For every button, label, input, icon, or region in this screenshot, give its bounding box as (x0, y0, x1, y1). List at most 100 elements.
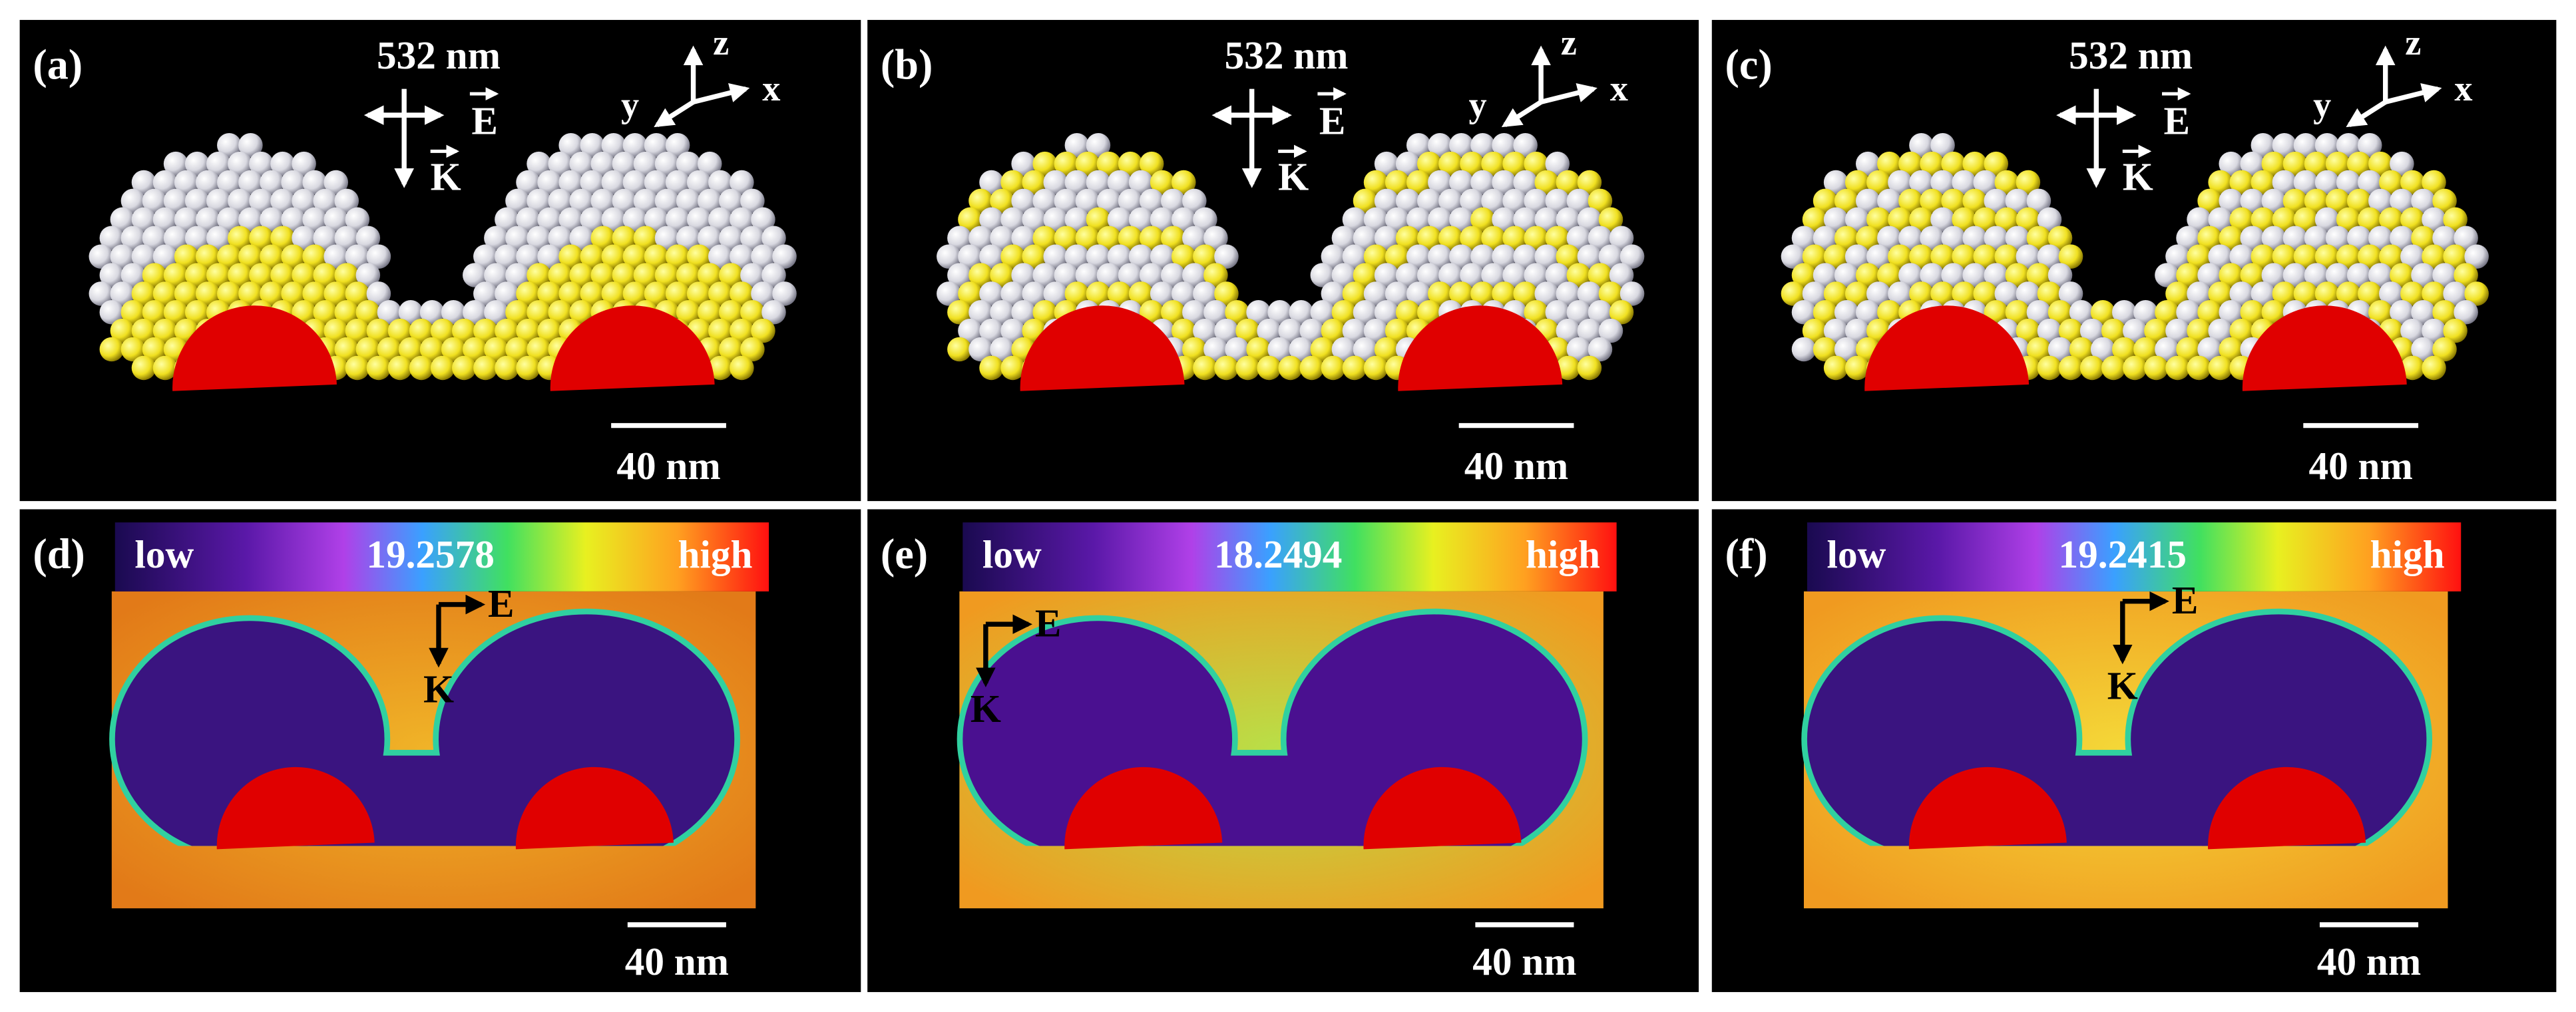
sphere (1172, 281, 1196, 306)
sphere (366, 318, 391, 343)
sphere (366, 244, 391, 269)
sphere (345, 318, 370, 343)
sphere (1619, 281, 1645, 306)
sphere (1791, 337, 1817, 362)
sphere (2357, 244, 2382, 269)
sphere (206, 151, 231, 176)
sphere (142, 263, 167, 287)
sphere (1844, 170, 1870, 195)
scale-bar-label: 40 nm (2317, 939, 2421, 983)
sphere (1395, 263, 1420, 287)
sphere (1160, 226, 1185, 250)
sphere (2016, 318, 2041, 343)
sphere (1984, 188, 2009, 214)
sphere (1257, 318, 1281, 343)
sphere (1460, 188, 1484, 214)
sphere (979, 281, 1004, 306)
sphere (1834, 226, 1859, 250)
sphere (1385, 207, 1410, 232)
sphere (1598, 244, 1623, 269)
sphere (2325, 263, 2350, 287)
sphere (355, 337, 381, 362)
sphere (558, 132, 583, 158)
sphere (676, 263, 701, 287)
sphere (1000, 281, 1025, 306)
sphere (1043, 207, 1068, 232)
sphere (1438, 188, 1463, 214)
sphere (719, 299, 744, 325)
sphere (1395, 226, 1420, 250)
sphere (2005, 299, 2030, 325)
sphere (730, 318, 754, 343)
sphere (1781, 281, 1806, 306)
colorbar-low-label: low (982, 532, 1042, 576)
sphere (1888, 170, 1912, 195)
sphere (1428, 207, 1452, 232)
axis-x-label: x (2454, 69, 2472, 108)
sphere (516, 170, 540, 195)
sphere (1930, 244, 1955, 269)
sphere (1428, 244, 1452, 269)
sphere (2304, 263, 2329, 287)
sphere (1214, 281, 1239, 306)
sphere (548, 151, 572, 176)
sphere (1342, 355, 1367, 381)
sphere (238, 132, 263, 158)
sphere (1438, 263, 1463, 287)
sphere (2026, 263, 2051, 287)
sphere (2325, 226, 2350, 250)
sphere (601, 132, 626, 158)
sphere (1107, 281, 1132, 306)
sphere (2400, 170, 2425, 195)
sphere (99, 299, 124, 325)
sphere (505, 337, 530, 362)
sphere (548, 188, 572, 214)
sphere (686, 207, 712, 232)
sphere (323, 170, 348, 195)
sphere (142, 226, 167, 250)
sphere (1481, 188, 1506, 214)
sphere (2411, 188, 2436, 214)
sphere (1022, 207, 1046, 232)
sphere (2261, 263, 2286, 287)
sphere (2144, 355, 2169, 381)
sphere (1534, 281, 1559, 306)
enhancement-value: 18.2494 (1214, 532, 1342, 576)
sphere (377, 299, 402, 325)
sphere (740, 299, 765, 325)
sphere (174, 170, 199, 195)
sphere (1855, 263, 1880, 287)
sphere (1534, 207, 1559, 232)
core-hemisphere (1864, 305, 2030, 391)
sphere (1898, 263, 1923, 287)
sphere (1321, 281, 1346, 306)
sphere (527, 151, 551, 176)
sphere (516, 244, 540, 269)
sphere (2165, 355, 2190, 381)
scale-bar-label: 40 nm (625, 939, 729, 983)
sphere (1032, 188, 1057, 214)
sphere (1022, 281, 1046, 306)
sphere (1566, 299, 1592, 325)
sphere (1513, 244, 1538, 269)
sphere (2379, 207, 2404, 232)
sphere (537, 244, 562, 269)
sphere (1813, 263, 1838, 287)
sphere (1428, 281, 1452, 306)
sphere (937, 244, 961, 269)
sphere (1353, 188, 1378, 214)
sphere (2155, 337, 2179, 362)
sphere (633, 151, 658, 176)
sphere (1930, 170, 1955, 195)
sphere (1813, 226, 1838, 250)
sphere (719, 188, 744, 214)
sphere (697, 226, 722, 250)
sphere (644, 281, 669, 306)
sphere (1470, 281, 1495, 306)
e-field-label: E (1035, 601, 1062, 645)
e-field-label: E (2172, 578, 2199, 622)
panel-label: (e) (881, 530, 928, 578)
panel-label: (f) (1725, 530, 1768, 578)
sphere (1513, 207, 1538, 232)
sphere (990, 263, 1014, 287)
